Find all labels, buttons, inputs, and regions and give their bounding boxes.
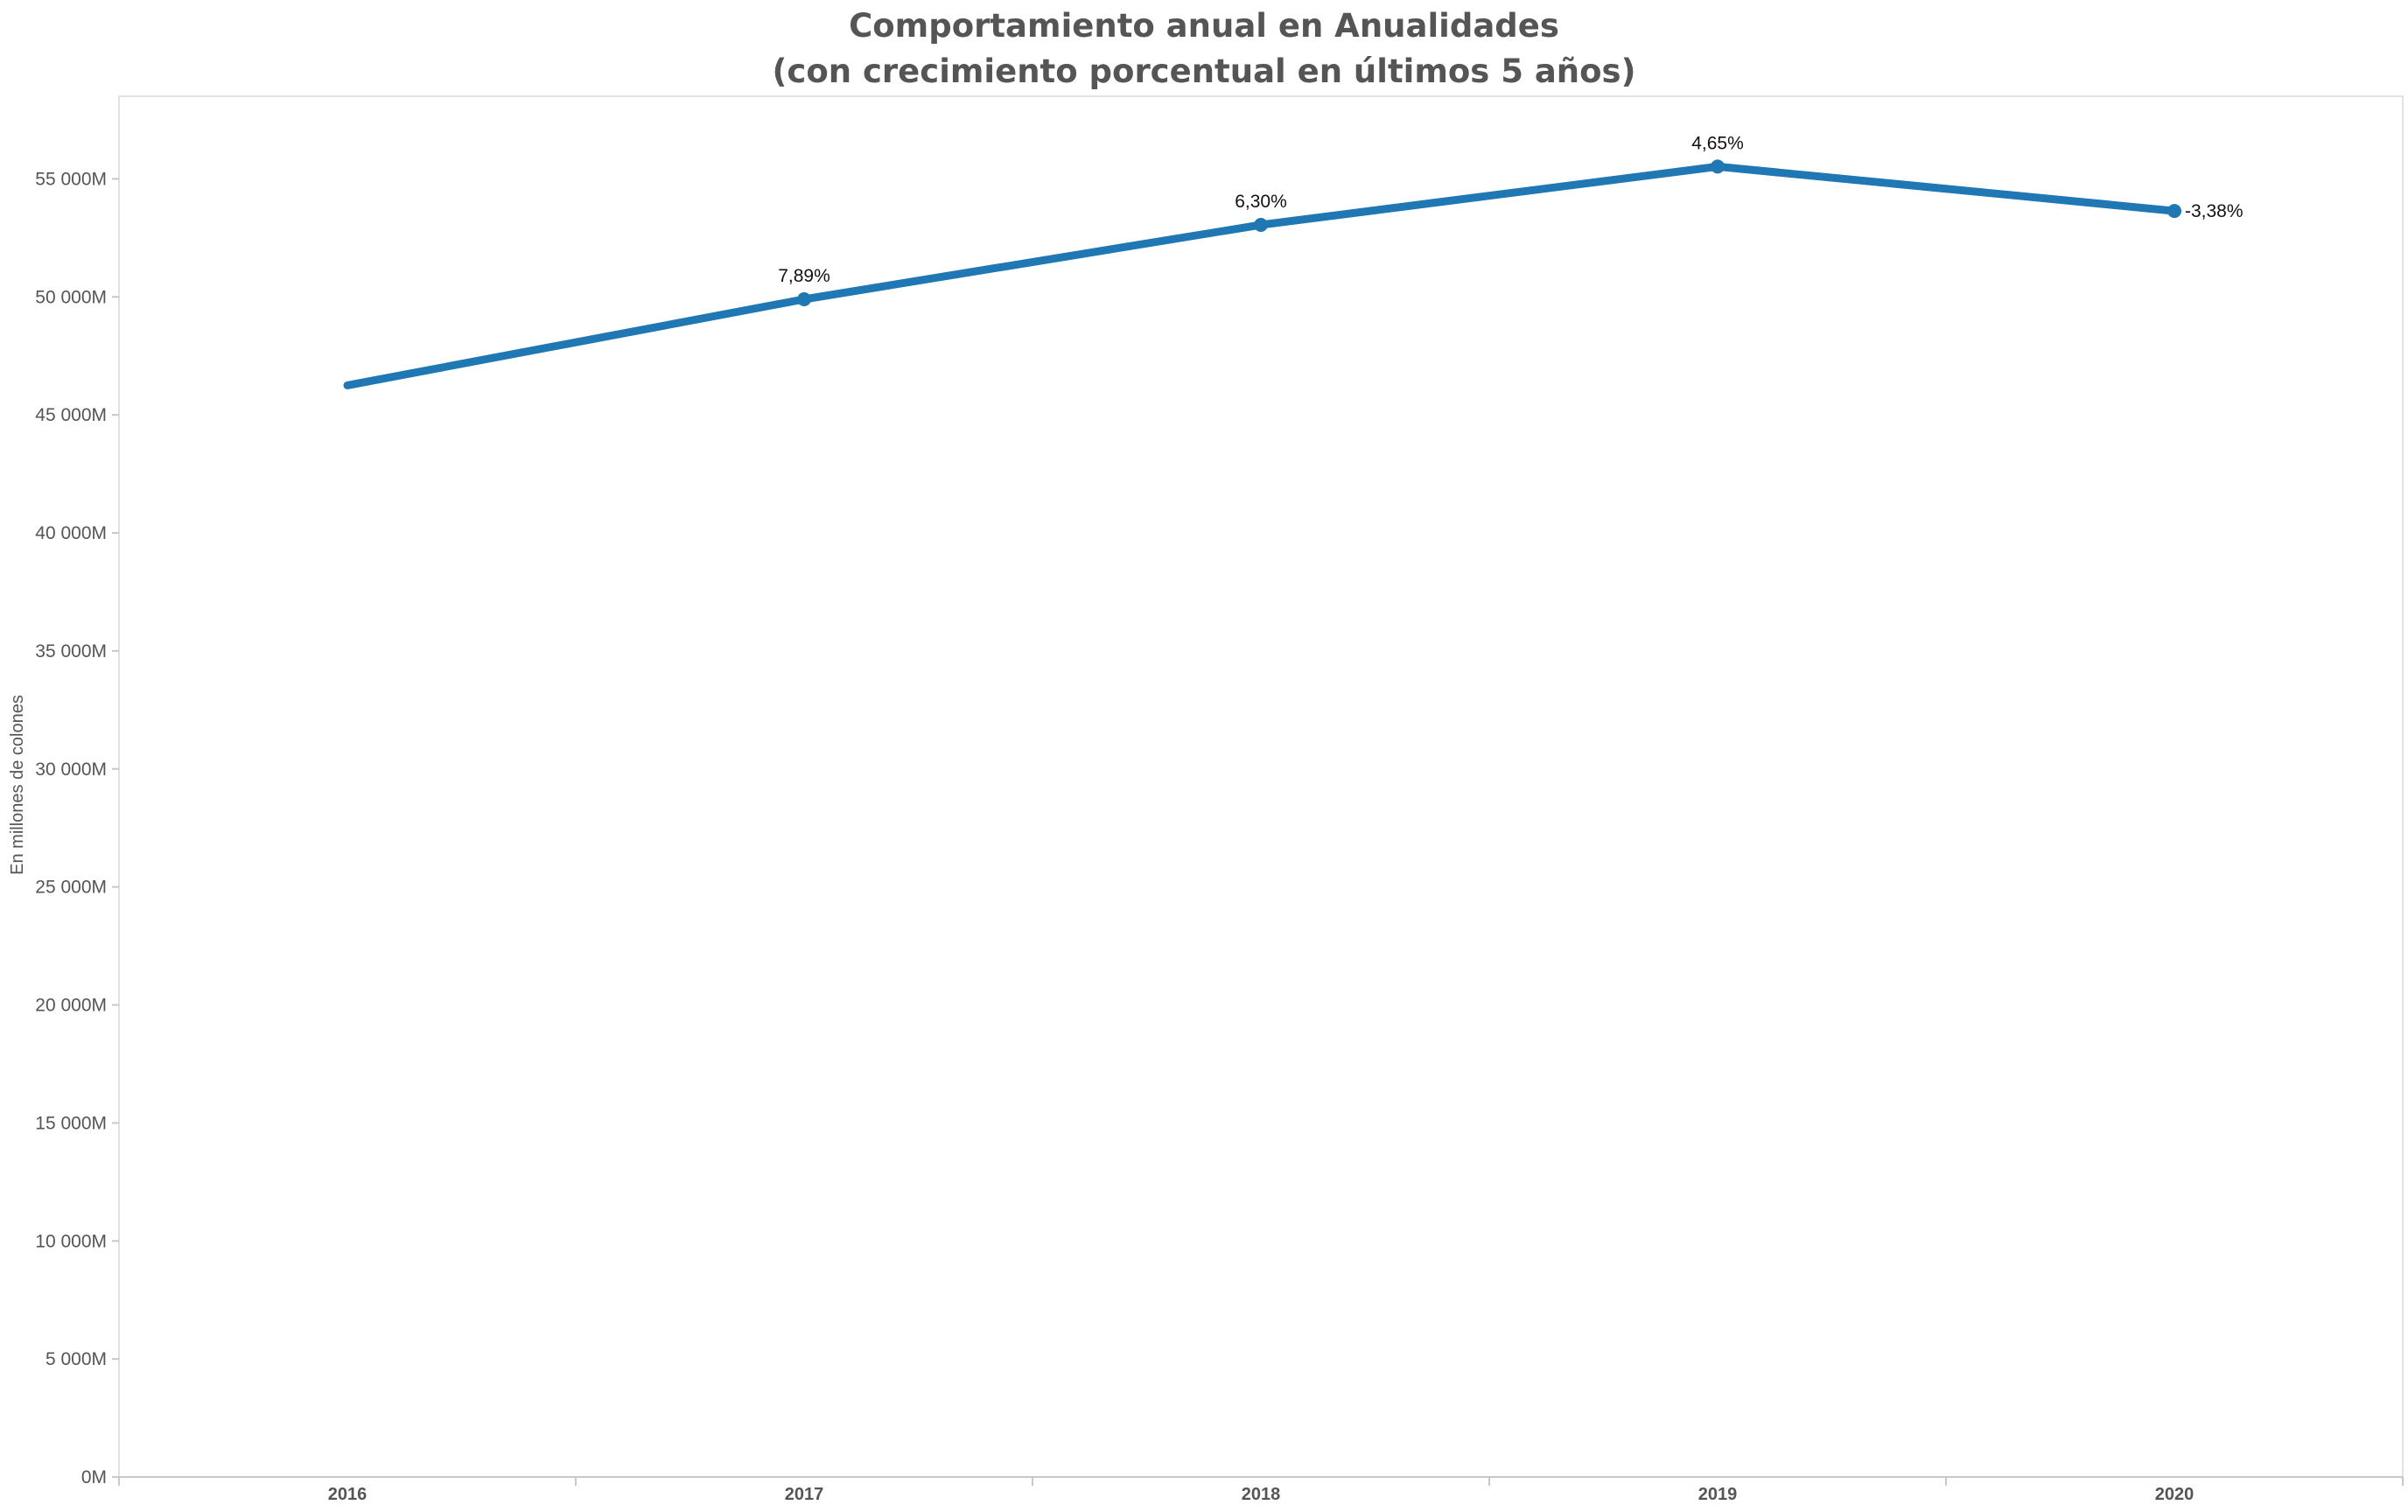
series-layer: 7,89% 6,30% 4,65% -3,38% [343,133,2244,389]
chart-title: Comportamiento anual en Anualidades (con… [0,4,2408,94]
y-tick-label: 20 000M [35,996,107,1016]
y-tick-label: 50 000M [35,287,107,307]
chart-subtitle: (con crecimiento porcentual en últimos 5… [772,52,1636,90]
data-label: 4,65% [1691,133,1744,153]
y-tick-label: 0M [81,1467,107,1488]
chart-title-line-1: Comportamiento anual en Anualidades [849,7,1559,45]
y-axis-title: En millones de colones [8,695,27,875]
data-label: -3,38% [2185,201,2244,221]
y-axis: 0M 5 000M 10 000M 15 000M 20 000M 25 000M 30 0… [35,169,119,1488]
data-point [2167,204,2181,219]
x-tick-label: 2020 [2155,1485,2194,1504]
y-tick-label: 30 000M [35,760,107,780]
data-point [797,291,811,306]
x-tick-label: 2016 [328,1485,368,1504]
data-label: 6,30% [1235,192,1287,212]
y-tick-label: 55 000M [35,169,107,189]
plot-area [118,95,2404,1478]
y-tick-label: 35 000M [35,641,107,662]
y-tick-label: 25 000M [35,878,107,898]
x-tick-label: 2019 [1698,1485,1738,1504]
y-tick-label: 15 000M [35,1113,107,1133]
y-tick-label: 10 000M [35,1231,107,1251]
x-tick-label: 2017 [785,1485,824,1504]
x-axis: 2016 2017 2018 2019 2020 [118,1476,2404,1504]
y-tick-label: 45 000M [35,405,107,425]
x-tick-label: 2018 [1242,1485,1281,1504]
data-point [1254,218,1268,233]
data-label: 7,89% [778,266,830,286]
y-tick-label: 40 000M [35,523,107,543]
data-point [1711,159,1725,174]
y-tick-label: 5 000M [46,1349,107,1369]
